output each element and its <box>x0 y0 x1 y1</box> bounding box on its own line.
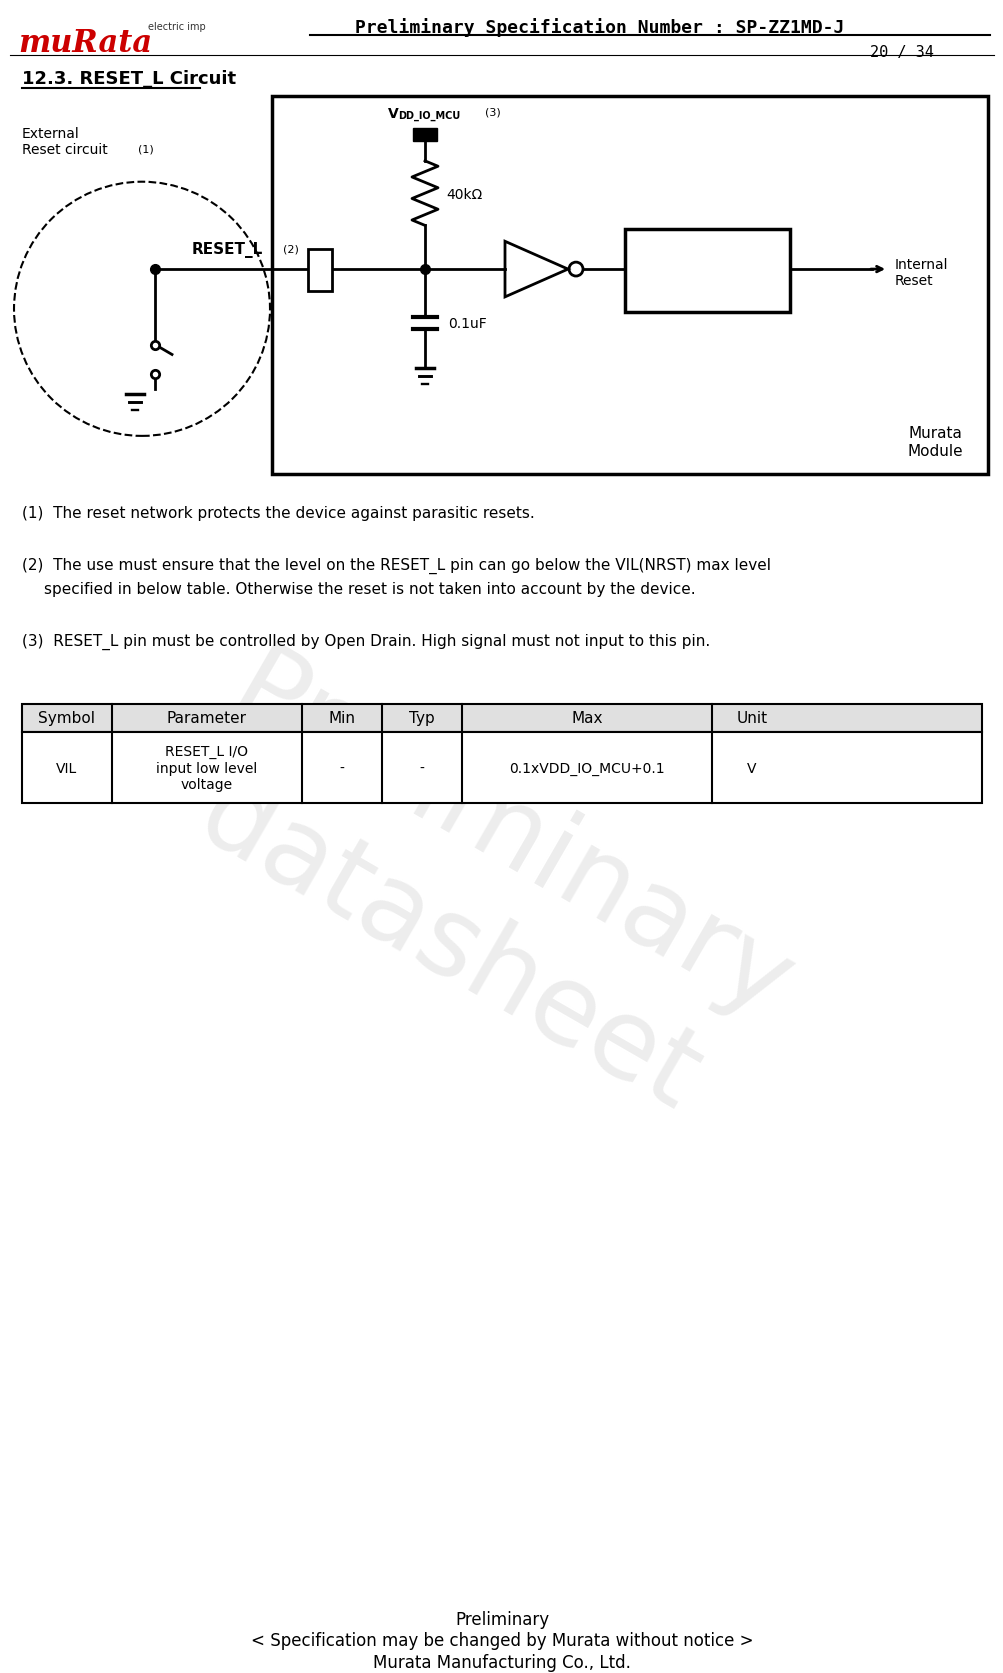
Text: VIL: VIL <box>56 761 77 775</box>
Text: Filter: Filter <box>684 263 729 281</box>
Text: External
Reset circuit: External Reset circuit <box>22 127 107 157</box>
Text: 12.3. RESET_L Circuit: 12.3. RESET_L Circuit <box>22 70 236 87</box>
Text: Preliminary: Preliminary <box>454 1609 549 1628</box>
Text: Min: Min <box>328 711 355 726</box>
Text: (3): (3) <box>477 107 500 117</box>
Text: Typ: Typ <box>408 711 434 726</box>
Text: Unit: Unit <box>736 711 767 726</box>
Text: electric imp: electric imp <box>147 22 206 32</box>
Bar <box>22 733 981 803</box>
Bar <box>272 97 987 475</box>
Text: Preliminary Specification Number : SP-ZZ1MD-J: Preliminary Specification Number : SP-ZZ… <box>355 18 844 37</box>
Text: 40kΩ: 40kΩ <box>445 187 481 201</box>
Text: -: - <box>419 761 424 775</box>
Text: Preliminary
datasheet: Preliminary datasheet <box>150 636 808 1149</box>
Text: Internal
Reset: Internal Reset <box>894 258 948 288</box>
Text: 0.1uF: 0.1uF <box>447 316 486 331</box>
Text: (2)  The use must ensure that the level on the RESET_L pin can go below the VIL(: (2) The use must ensure that the level o… <box>22 557 770 574</box>
Text: RESET_L: RESET_L <box>192 243 263 258</box>
Text: (1)  The reset network protects the device against parasitic resets.: (1) The reset network protects the devic… <box>22 507 535 520</box>
Text: RESET_L I/O
input low level
voltage: RESET_L I/O input low level voltage <box>156 744 258 791</box>
Text: V: V <box>746 761 756 775</box>
Text: (3)  RESET_L pin must be controlled by Open Drain. High signal must not input to: (3) RESET_L pin must be controlled by Op… <box>22 632 709 649</box>
Text: (1): (1) <box>137 146 153 156</box>
Text: 20 / 34: 20 / 34 <box>870 45 933 60</box>
Bar <box>308 249 332 291</box>
Text: Murata
Module: Murata Module <box>907 427 962 458</box>
Text: Max: Max <box>571 711 602 726</box>
Text: 0.1xVDD_IO_MCU+0.1: 0.1xVDD_IO_MCU+0.1 <box>509 761 664 775</box>
Text: Symbol: Symbol <box>38 711 95 726</box>
Bar <box>625 231 789 313</box>
Text: specified in below table. Otherwise the reset is not taken into account by the d: specified in below table. Otherwise the … <box>44 582 695 597</box>
Text: Murata Manufacturing Co., Ltd.: Murata Manufacturing Co., Ltd. <box>373 1653 630 1671</box>
Text: muRata: muRata <box>18 28 152 59</box>
Text: < Specification may be changed by Murata without notice >: < Specification may be changed by Murata… <box>251 1631 752 1650</box>
Text: Parameter: Parameter <box>166 711 247 726</box>
Bar <box>412 129 436 142</box>
Text: DD_IO_MCU: DD_IO_MCU <box>397 110 459 122</box>
Text: -: - <box>339 761 344 775</box>
Bar <box>22 704 981 733</box>
Text: (2): (2) <box>283 244 299 254</box>
Text: V: V <box>387 107 398 120</box>
